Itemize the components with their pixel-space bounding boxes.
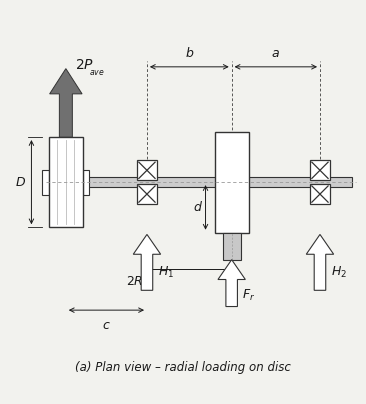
Bar bbox=[214, 132, 249, 233]
Bar bbox=[223, 233, 241, 260]
Text: $_{ave}$: $_{ave}$ bbox=[89, 67, 105, 78]
Bar bbox=[50, 177, 352, 187]
Text: $F_r$: $F_r$ bbox=[242, 288, 256, 303]
Bar bbox=[137, 160, 157, 180]
Text: $H_2$: $H_2$ bbox=[331, 265, 347, 280]
Polygon shape bbox=[306, 234, 334, 290]
Text: $b$: $b$ bbox=[184, 46, 194, 60]
Bar bbox=[310, 160, 330, 180]
Text: (a) Plan view – radial loading on disc: (a) Plan view – radial loading on disc bbox=[75, 361, 291, 374]
Text: $c$: $c$ bbox=[102, 319, 111, 332]
Polygon shape bbox=[50, 69, 82, 137]
Bar bbox=[49, 137, 83, 227]
Polygon shape bbox=[133, 234, 161, 290]
Bar bbox=[83, 170, 89, 195]
Polygon shape bbox=[218, 260, 245, 307]
Bar bbox=[42, 170, 49, 195]
Text: $H_1$: $H_1$ bbox=[158, 265, 174, 280]
Text: $2P$: $2P$ bbox=[75, 58, 94, 72]
Bar bbox=[310, 184, 330, 204]
Text: $disc$: $disc$ bbox=[220, 165, 244, 177]
Bar bbox=[137, 184, 157, 204]
Text: $2R$: $2R$ bbox=[126, 275, 143, 288]
Text: $D$: $D$ bbox=[15, 176, 26, 189]
Text: $a$: $a$ bbox=[272, 46, 280, 60]
Text: $d$: $d$ bbox=[193, 200, 203, 215]
